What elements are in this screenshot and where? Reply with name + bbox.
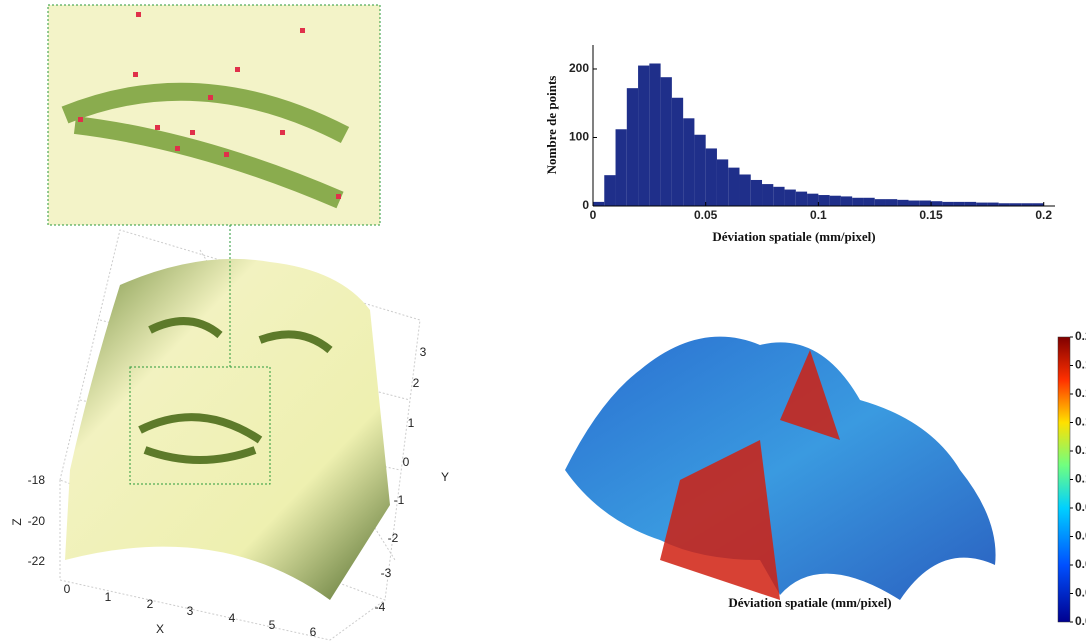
face-surface <box>65 258 390 600</box>
histogram-bar <box>1032 203 1044 206</box>
histogram-bar <box>728 167 740 206</box>
face-y-tick-label: -1 <box>394 493 405 507</box>
face-x-tick-label: 2 <box>147 597 154 611</box>
face-y-tick-label: -2 <box>388 531 399 545</box>
landmarks <box>78 12 341 199</box>
histogram-bar <box>964 201 977 206</box>
histogram-bar <box>953 201 965 206</box>
face-y-label: Y <box>441 470 449 484</box>
histogram-bar <box>683 118 695 206</box>
face-x-tick-label: 6 <box>310 625 317 639</box>
face-x-tick-label: 5 <box>269 618 276 632</box>
histogram-bar <box>660 77 672 206</box>
y-tick-label: 0 <box>582 198 589 212</box>
face-z-tick-label: -20 <box>28 514 46 528</box>
x-tick-label: 0.1 <box>810 208 827 222</box>
deviation-surface <box>565 336 996 600</box>
colorbar-tick-label: 0.10 <box>1075 472 1086 486</box>
face-y-tick-label: 3 <box>420 345 427 359</box>
histogram-bar <box>818 195 830 206</box>
face-y-tick-label: 1 <box>408 416 415 430</box>
y-tick-label: 200 <box>569 61 589 75</box>
histogram-bar <box>649 63 661 207</box>
x-tick-label: 0 <box>590 208 597 222</box>
histogram-bar <box>626 88 639 206</box>
inset-lips <box>61 82 350 209</box>
histogram-bar <box>604 175 616 206</box>
face-z-tick-label: -18 <box>28 473 46 487</box>
histogram-bar <box>1021 203 1033 206</box>
histogram-bar <box>942 201 954 206</box>
histogram-bar <box>897 199 909 206</box>
face-x-tick-label: 4 <box>229 611 236 625</box>
histogram-bar <box>885 199 898 206</box>
colorbar-tick-label: 0.20 <box>1075 329 1086 343</box>
colorbar-tick-label: 0.08 <box>1075 500 1086 514</box>
histogram-bar <box>795 191 808 206</box>
histogram-bar <box>976 202 988 206</box>
face-y-tick-label: -4 <box>375 600 386 614</box>
y-tick-label: 100 <box>569 130 589 144</box>
histogram-bar <box>908 200 920 206</box>
histogram-bar <box>739 174 751 206</box>
surface-hotspot <box>660 350 840 600</box>
histogram-bar <box>1009 203 1022 206</box>
colorbar-tick-label: 0.14 <box>1075 415 1086 429</box>
face-x-tick-label: 1 <box>105 590 112 604</box>
face-x-label: X <box>156 622 164 636</box>
x-tick-label: 0.15 <box>919 208 943 222</box>
histogram-bar <box>987 202 999 206</box>
x-tick-label: 0.05 <box>694 208 718 222</box>
histogram-bar <box>874 199 886 206</box>
histogram-bar <box>807 193 819 206</box>
histogram-bar <box>762 184 774 206</box>
face-z-label: Z <box>10 518 24 525</box>
histogram-bar <box>998 203 1010 206</box>
histogram-bar <box>773 186 785 206</box>
histogram-bar <box>716 159 729 206</box>
histogram-bar <box>829 195 841 206</box>
histogram-bar <box>852 197 864 206</box>
face-features <box>138 317 333 464</box>
zoom-box <box>129 366 271 485</box>
y-axis-label: Nombre de points <box>544 76 559 175</box>
histogram-bar <box>694 134 706 206</box>
histogram-bar <box>615 129 627 206</box>
face-y-tick-label: 2 <box>413 376 420 390</box>
face-x-tick-label: 3 <box>187 604 194 618</box>
histogram-bar <box>931 201 943 206</box>
colorbar-tick-label: 0.06 <box>1075 529 1086 543</box>
histogram-bar <box>784 189 796 206</box>
colorbar-tick-label: 0.12 <box>1075 443 1086 457</box>
face-y-tick-label: 0 <box>403 455 410 469</box>
histogram-bar <box>705 148 717 206</box>
histogram-bar <box>593 201 605 206</box>
histogram-bar <box>671 97 684 206</box>
histogram-bar <box>919 200 932 206</box>
histogram-bar <box>863 197 875 206</box>
colorbar-axis-label: Déviation spatiale (mm/pixel) <box>728 595 891 610</box>
face-z-tick-label: -22 <box>28 554 46 568</box>
histogram-bar <box>638 65 650 206</box>
colorbar-tick-label: 0.02 <box>1075 586 1086 600</box>
x-tick-label: 0.2 <box>1035 208 1052 222</box>
colorbar <box>1057 336 1071 623</box>
colorbar-tick-label: 0.18 <box>1075 358 1086 372</box>
colorbar-tick-label: 0.04 <box>1075 557 1086 571</box>
colorbar-tick-label: 0.00 <box>1075 614 1086 628</box>
histogram-bar <box>840 196 853 206</box>
colorbar-tick-label: 0.16 <box>1075 386 1086 400</box>
x-axis-label: Déviation spatiale (mm/pixel) <box>712 229 875 244</box>
histogram-bar <box>750 179 763 206</box>
face-y-tick-label: -3 <box>381 566 392 580</box>
face-x-tick-label: 0 <box>64 582 71 596</box>
